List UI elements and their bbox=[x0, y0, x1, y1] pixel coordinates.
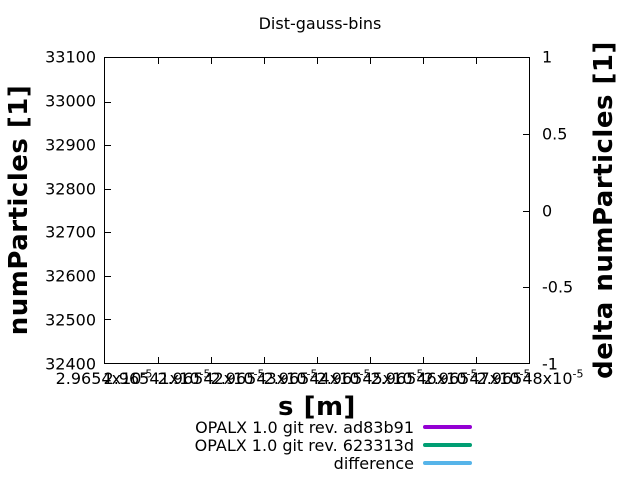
tick-mark bbox=[158, 58, 159, 64]
tick-mark bbox=[105, 232, 111, 234]
legend: OPALX 1.0 git rev. ad83b91 OPALX 1.0 git… bbox=[0, 417, 472, 473]
tick-mark bbox=[317, 58, 318, 64]
y-right-tick-label: -1 bbox=[542, 354, 558, 374]
x-tick-label: 2.96546x10-5 bbox=[370, 367, 478, 388]
plot-area bbox=[104, 57, 530, 364]
y-left-tick-label: 32800 bbox=[45, 179, 96, 199]
tick-mark bbox=[105, 101, 111, 103]
x-tick-label: 2.96548x10-5 bbox=[476, 367, 584, 388]
y-left-tick-label: 33100 bbox=[45, 47, 96, 67]
x-tick-label: 2.96544x10-5 bbox=[263, 367, 371, 388]
x-tick-label: 2.96543x10-5 bbox=[210, 367, 318, 388]
tick-mark bbox=[105, 319, 111, 321]
tick-mark bbox=[105, 188, 111, 190]
tick-mark bbox=[523, 286, 529, 288]
y-left-axis-title: numParticles [1] bbox=[4, 84, 34, 336]
tick-mark bbox=[370, 357, 371, 363]
tick-mark bbox=[105, 275, 111, 277]
legend-line-swatch bbox=[423, 425, 472, 429]
y-left-tick-label: 32900 bbox=[45, 135, 96, 155]
y-right-tick-label: -0.5 bbox=[542, 277, 574, 297]
y-left-tick-label: 32600 bbox=[45, 266, 96, 286]
x-tick-label: 2.9654x10-5 bbox=[55, 367, 153, 388]
legend-line-swatch bbox=[423, 461, 472, 465]
tick-mark bbox=[158, 357, 159, 363]
tick-mark bbox=[476, 357, 477, 363]
legend-label: difference bbox=[333, 453, 414, 473]
x-tick-label: 2.96542x10-5 bbox=[157, 367, 265, 388]
x-tick-label: 2.96541x10-5 bbox=[103, 367, 211, 388]
y-right-tick-label: 0 bbox=[542, 201, 553, 221]
y-left-tick-label: 32500 bbox=[45, 310, 96, 330]
y-right-axis-title: delta numParticles [1] bbox=[589, 41, 619, 379]
y-right-tick-label: 0.5 bbox=[542, 124, 568, 144]
legend-line-swatch bbox=[423, 443, 472, 447]
y-left-tick-label: 33000 bbox=[45, 91, 96, 111]
y-right-tick-label: 1 bbox=[542, 47, 553, 67]
tick-mark bbox=[370, 58, 371, 64]
x-tick-label: 2.96547x10-5 bbox=[423, 367, 531, 388]
tick-mark bbox=[523, 134, 529, 136]
tick-mark bbox=[264, 357, 265, 363]
tick-mark bbox=[211, 357, 212, 363]
tick-mark bbox=[105, 145, 111, 147]
tick-mark bbox=[211, 58, 212, 64]
chart-title: Dist-gauss-bins bbox=[258, 14, 382, 33]
tick-mark bbox=[476, 58, 477, 64]
legend-row: difference bbox=[0, 453, 472, 473]
tick-mark bbox=[423, 357, 424, 363]
x-tick-label: 2.96545x10-5 bbox=[316, 367, 424, 388]
y-left-tick-label: 32700 bbox=[45, 222, 96, 242]
tick-mark bbox=[317, 357, 318, 363]
legend-row: OPALX 1.0 git rev. 623313d bbox=[0, 435, 472, 455]
tick-mark bbox=[264, 58, 265, 64]
y-left-tick-label: 32400 bbox=[45, 354, 96, 374]
legend-label: OPALX 1.0 git rev. ad83b91 bbox=[195, 417, 414, 437]
x-axis-title: s [m] bbox=[278, 392, 356, 422]
legend-label: OPALX 1.0 git rev. 623313d bbox=[194, 435, 414, 455]
tick-mark bbox=[523, 210, 529, 212]
tick-mark bbox=[423, 58, 424, 64]
legend-row: OPALX 1.0 git rev. ad83b91 bbox=[0, 417, 472, 437]
